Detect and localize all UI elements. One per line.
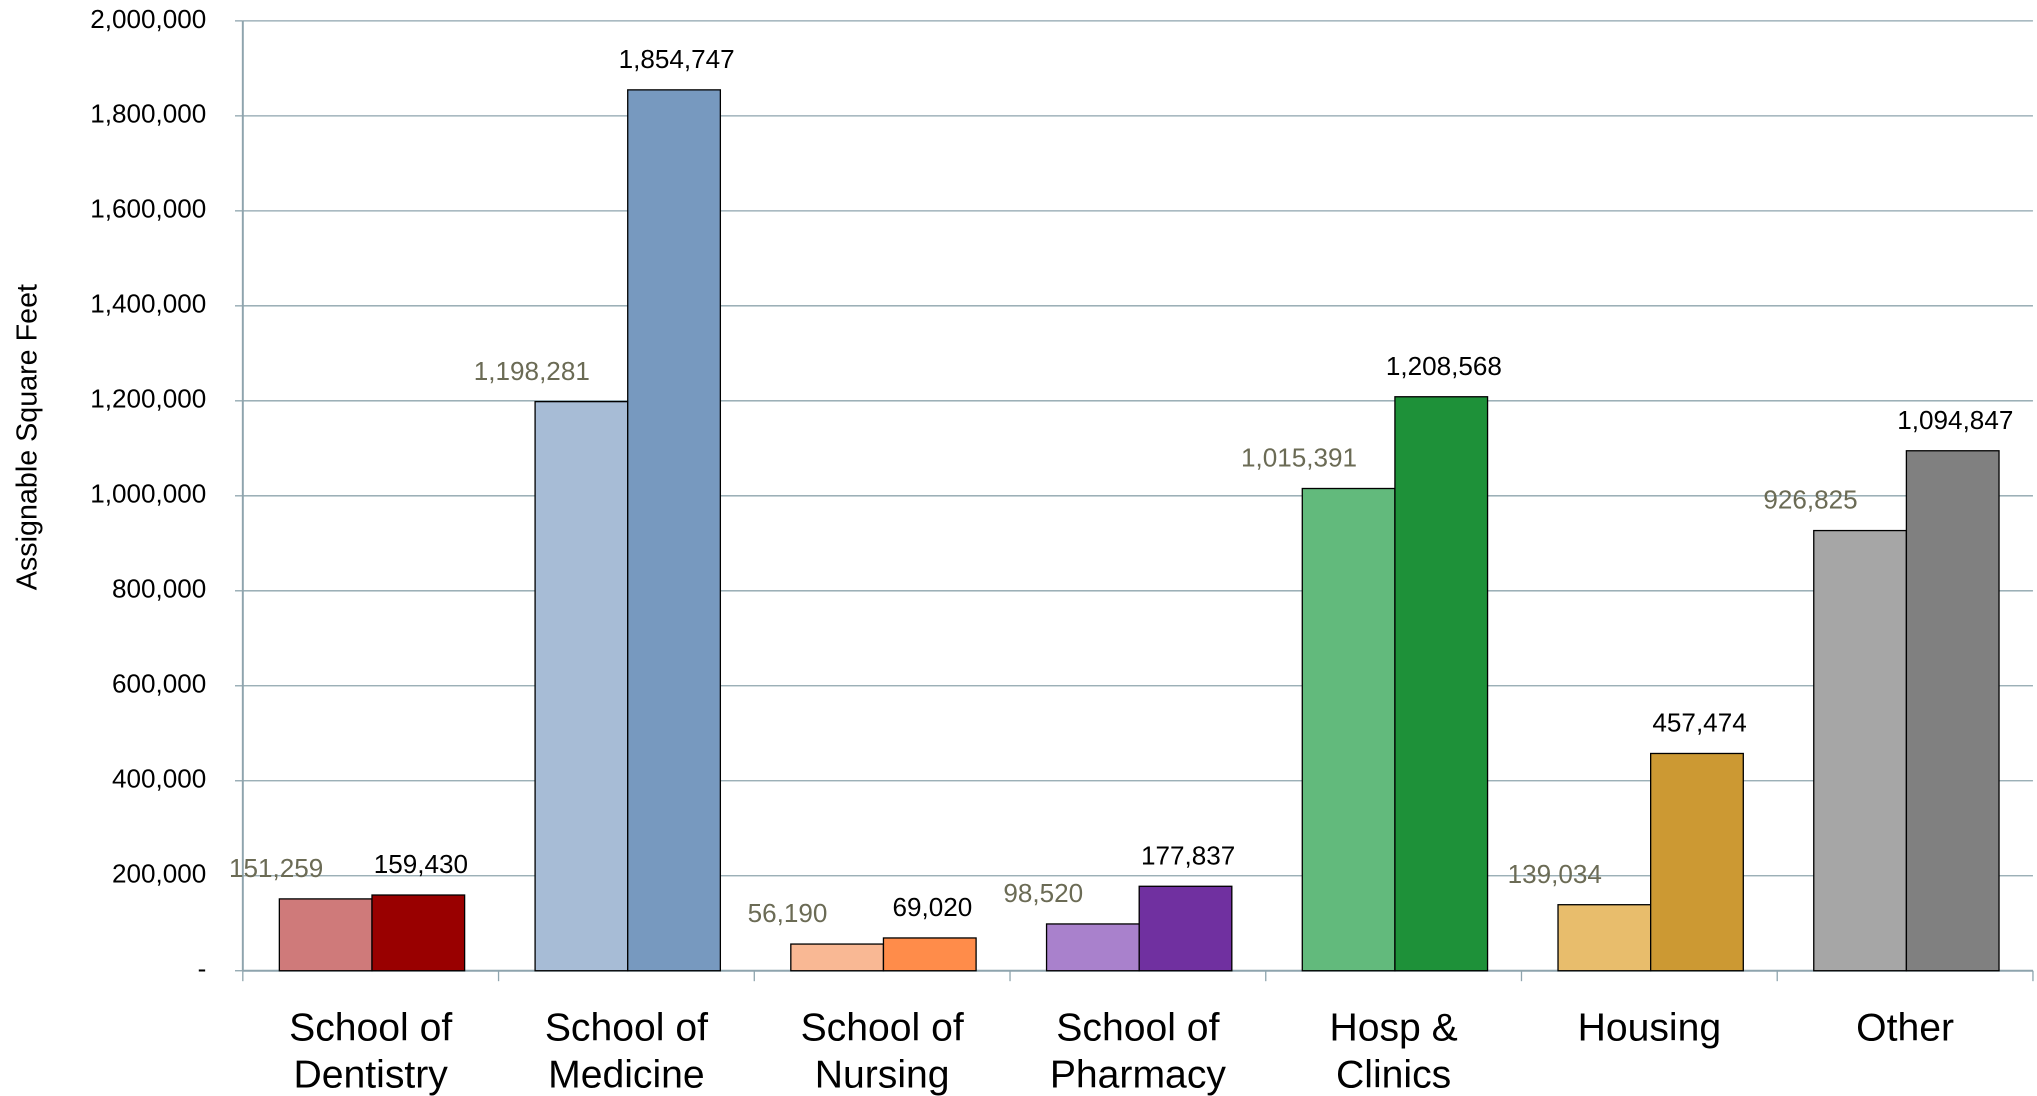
- y-tick-label: 800,000: [112, 574, 206, 604]
- value-label: 926,825: [1763, 485, 1857, 515]
- bar: [1138, 885, 1233, 972]
- y-tick-label: 2,000,000: [90, 4, 206, 34]
- x-tick-label-line: School of: [545, 1007, 708, 1050]
- value-label: 69,020: [893, 892, 973, 922]
- y-tick-label: 400,000: [112, 764, 206, 794]
- x-tick-label: School of Dentistry: [289, 1007, 452, 1096]
- bar: [1813, 529, 1908, 972]
- x-tick-label-line: Nursing: [815, 1054, 950, 1096]
- bar: [882, 937, 977, 972]
- value-label: 151,259: [229, 853, 323, 883]
- value-label: 1,854,747: [619, 44, 735, 74]
- x-tick-label: Hosp & Clinics: [1329, 1007, 1457, 1096]
- x-tick-label: Other: [1856, 1007, 1954, 1050]
- x-tick-label-line: Clinics: [1336, 1054, 1451, 1096]
- value-label: 1,198,281: [474, 356, 590, 386]
- x-tick-label: School of Nursing: [801, 1007, 964, 1096]
- bar: [1394, 396, 1489, 972]
- y-tick-label: 1,200,000: [90, 384, 206, 414]
- y-tick-label: 600,000: [112, 669, 206, 699]
- x-tick-label-line: School of: [801, 1007, 964, 1050]
- bar: [1557, 904, 1652, 972]
- value-label: 1,208,568: [1386, 351, 1502, 381]
- value-label: 56,190: [748, 898, 828, 928]
- value-label: 457,474: [1652, 708, 1746, 738]
- y-axis-title: Assignable Square Feet: [11, 284, 43, 590]
- bar: [534, 400, 629, 972]
- x-tick-label-line: Medicine: [548, 1054, 705, 1096]
- bar: [1045, 923, 1140, 972]
- bar: [371, 894, 466, 972]
- bar: [627, 89, 722, 972]
- bar: [278, 898, 373, 972]
- x-tick-label-line: Pharmacy: [1050, 1054, 1227, 1096]
- x-tick-label: School of Pharmacy: [1050, 1007, 1227, 1096]
- bar: [1650, 752, 1744, 972]
- value-label: 1,015,391: [1241, 443, 1357, 473]
- y-tick-label: 1,600,000: [90, 194, 206, 224]
- x-tick-label-line: Hosp &: [1329, 1007, 1457, 1050]
- x-tick-label-line: Other: [1856, 1007, 1954, 1050]
- bar: [790, 943, 885, 972]
- y-tick-label: 200,000: [112, 859, 206, 889]
- value-label: 159,430: [374, 849, 468, 879]
- x-tick-label: School of Medicine: [545, 1007, 708, 1096]
- x-tick-label-line: Dentistry: [293, 1054, 448, 1096]
- y-tick-label: 1,800,000: [90, 99, 206, 129]
- value-label: 177,837: [1141, 840, 1235, 870]
- y-tick-label: -: [198, 954, 207, 984]
- value-label: 98,520: [1003, 878, 1083, 908]
- y-tick-label: 1,000,000: [90, 479, 206, 509]
- bar: [1301, 487, 1396, 972]
- y-tick-label: 1,400,000: [90, 289, 206, 319]
- bar: [1905, 450, 2000, 972]
- x-tick-label: Housing: [1578, 1007, 1722, 1050]
- value-label: 139,034: [1508, 859, 1602, 889]
- value-label: 1,094,847: [1897, 405, 2013, 435]
- x-tick-label-line: School of: [289, 1007, 452, 1050]
- x-tick-label-line: School of: [1056, 1007, 1219, 1050]
- x-tick-label-line: Housing: [1578, 1007, 1722, 1050]
